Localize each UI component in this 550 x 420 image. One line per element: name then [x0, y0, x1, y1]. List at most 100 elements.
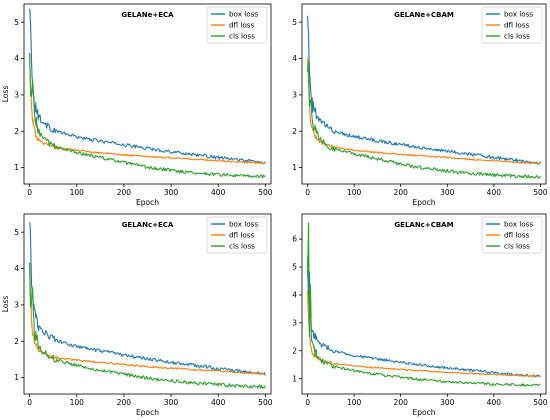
x-tick-label: 100 — [70, 188, 85, 197]
axes-frame — [23, 213, 272, 395]
y-tick-label: 1 — [292, 163, 297, 172]
legend-box — [206, 6, 268, 44]
x-axis-label: Epoch — [136, 198, 159, 207]
x-tick-label: 200 — [394, 398, 409, 407]
x-tick-label: 400 — [487, 398, 502, 407]
panel-title: GELANc+ECA — [122, 221, 174, 229]
y-tick-label: 5 — [292, 18, 297, 27]
series-line-dfl-loss — [29, 263, 266, 376]
series-lines — [307, 15, 541, 179]
y-tick-label: 3 — [14, 91, 19, 100]
x-tick-label: 200 — [117, 188, 132, 197]
y-tick-label: 1 — [14, 163, 19, 172]
y-tick-label: 1 — [292, 374, 297, 383]
panel-title: GELANe+ECA — [121, 11, 174, 19]
x-axis-label: Epoch — [413, 408, 436, 417]
legend-label: box loss — [229, 10, 258, 19]
x-tick-label: 400 — [211, 188, 226, 197]
y-tick-label: 5 — [292, 263, 297, 272]
y-tick-label: 3 — [292, 318, 297, 327]
series-line-box-loss — [29, 8, 266, 165]
legend: box loss dfl loss cls loss — [481, 6, 543, 44]
y-tick-label: 3 — [14, 301, 19, 310]
legend-box — [206, 216, 268, 254]
x-tick-label: 100 — [347, 398, 362, 407]
series-line-cls-loss — [29, 262, 266, 389]
series-line-box-loss — [29, 222, 266, 376]
x-tick-label: 300 — [164, 398, 179, 407]
x-tick-label: 400 — [211, 398, 226, 407]
series-lines — [307, 222, 541, 387]
x-tick-label: 400 — [487, 188, 502, 197]
y-tick-label: 4 — [292, 291, 297, 300]
y-axis-label: Loss — [1, 86, 10, 103]
legend-label: cls loss — [504, 32, 530, 41]
x-tick-label: 500 — [258, 188, 273, 197]
y-tick-label: 5 — [14, 228, 19, 237]
panel-title: GELANc+CBAM — [394, 221, 453, 229]
x-tick-label: 500 — [258, 398, 273, 407]
legend-box — [481, 216, 543, 254]
series-lines — [29, 222, 266, 389]
y-tick-label: 2 — [292, 127, 297, 136]
x-tick-label: 0 — [27, 188, 32, 197]
series-line-cls-loss — [307, 222, 541, 387]
x-tick-label: 0 — [27, 398, 32, 407]
legend-box — [481, 6, 543, 44]
axes-frame — [23, 3, 272, 185]
y-tick-label: 4 — [14, 54, 19, 63]
y-tick-label: 2 — [292, 346, 297, 355]
legend: box loss dfl loss cls loss — [206, 6, 268, 44]
legend-label: dfl loss — [229, 21, 255, 30]
x-axis-label: Epoch — [136, 408, 159, 417]
x-tick-label: 300 — [440, 398, 455, 407]
legend-label: box loss — [504, 220, 533, 229]
legend-label: cls loss — [229, 32, 255, 41]
panel-bottom-left: 0 100 200 300 400 500 1 2 3 4 5 Epoch Loss GELANc+ECA… — [1, 213, 273, 417]
legend-label: cls loss — [504, 242, 530, 251]
series-line-dfl-loss — [29, 53, 266, 165]
y-tick-label: 2 — [14, 337, 19, 346]
legend-label: box loss — [504, 10, 533, 19]
panel-title: GELANe+CBAM — [394, 11, 454, 19]
x-axis-label: Epoch — [413, 198, 436, 207]
x-tick-label: 300 — [440, 188, 455, 197]
x-tick-label: 500 — [533, 188, 548, 197]
legend-label: box loss — [229, 220, 258, 229]
legend-label: cls loss — [229, 242, 255, 251]
legend: box loss dfl loss cls loss — [206, 216, 268, 254]
panel-top-left: 0 100 200 300 400 500 1 2 3 4 5 Epoch Loss GELANe+ECA… — [1, 3, 273, 207]
x-tick-label: 200 — [117, 398, 132, 407]
x-tick-label: 0 — [305, 398, 310, 407]
series-line-cls-loss — [307, 60, 541, 179]
y-tick-label: 4 — [292, 54, 297, 63]
x-tick-label: 500 — [533, 398, 548, 407]
series-line-dfl-loss — [307, 290, 541, 378]
y-tick-label: 4 — [14, 264, 19, 273]
series-line-dfl-loss — [307, 57, 541, 165]
series-line-box-loss — [307, 257, 541, 378]
series-line-cls-loss — [29, 53, 266, 179]
panel-top-right: 0 100 200 300 400 500 1 2 3 4 5 Epoch GELANe+CBAM box… — [292, 3, 548, 207]
axes-frame — [301, 3, 547, 185]
y-tick-label: 2 — [14, 127, 19, 136]
x-tick-label: 300 — [164, 188, 179, 197]
x-tick-label: 100 — [70, 398, 85, 407]
legend-label: dfl loss — [229, 231, 255, 240]
y-axis-label: Loss — [1, 296, 10, 313]
x-tick-label: 100 — [347, 188, 362, 197]
y-tick-label: 3 — [292, 91, 297, 100]
x-tick-label: 200 — [394, 188, 409, 197]
x-tick-label: 0 — [305, 188, 310, 197]
series-line-box-loss — [307, 15, 541, 165]
y-tick-label: 5 — [14, 18, 19, 27]
legend-label: dfl loss — [504, 21, 530, 30]
axes-frame — [301, 213, 547, 395]
panel-bottom-right: 0 100 200 300 400 500 1 2 3 4 5 6 Epoch GELANc+CBAM bo… — [292, 213, 548, 417]
legend-label: dfl loss — [504, 231, 530, 240]
y-tick-label: 1 — [14, 373, 19, 382]
legend: box loss dfl loss cls loss — [481, 216, 543, 254]
series-lines — [29, 8, 266, 179]
y-tick-label: 6 — [292, 235, 297, 244]
